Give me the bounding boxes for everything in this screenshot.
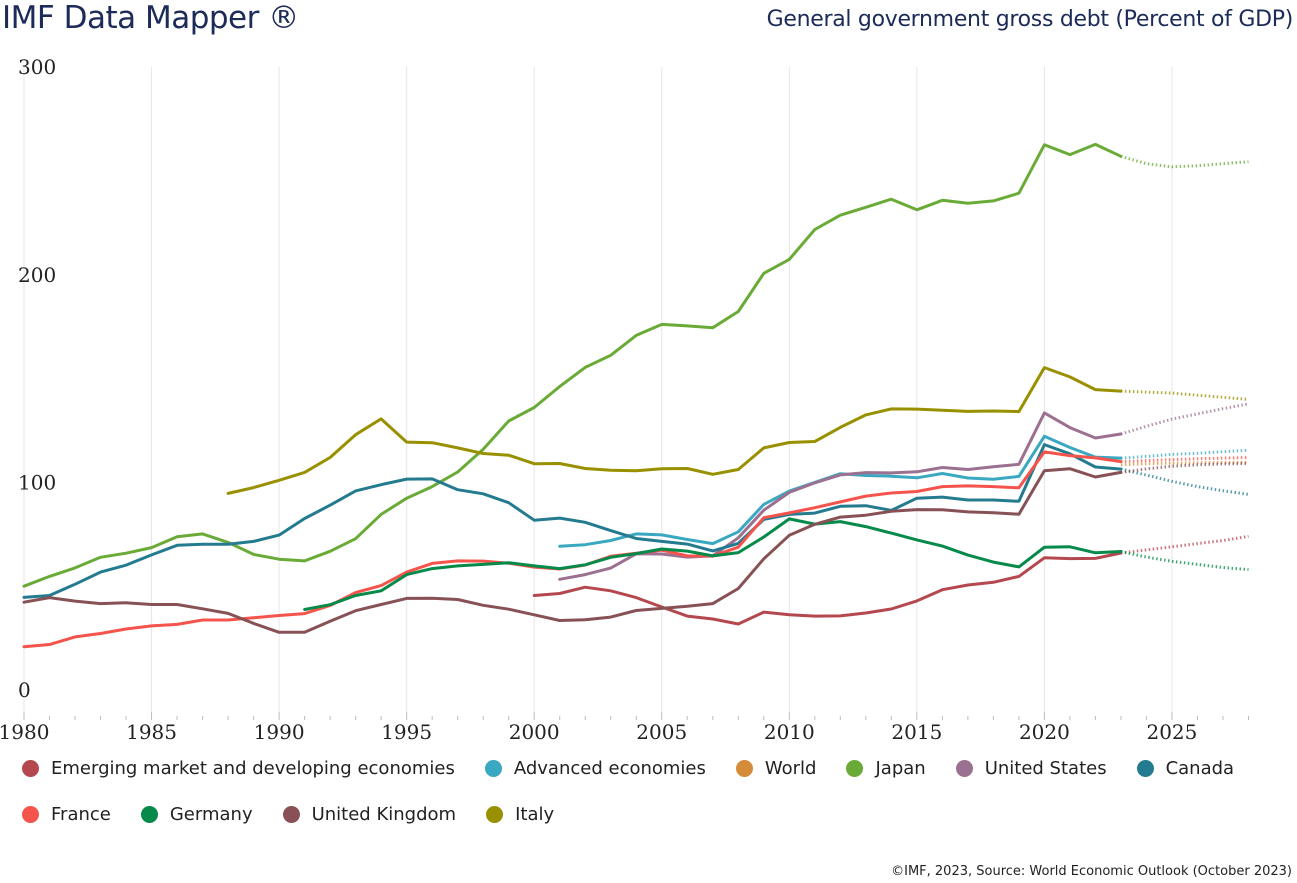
y-axis: 0 100 200 300 [18,55,56,702]
x-tick-label: 2000 [509,720,560,744]
series-line-projection[interactable] [1120,448,1249,460]
legend-dot-icon [955,759,973,777]
series-line-actual[interactable] [22,467,1123,634]
series-japan[interactable] [21,141,1252,589]
series-line-projection[interactable] [1120,154,1249,169]
legend-label: Italy [515,803,555,825]
legend-dot-icon [486,805,504,823]
legend-dot-icon [1136,759,1154,777]
app-title: IMF Data Mapper ® [2,0,299,36]
series-emerging-market-and-developing-economies[interactable] [531,533,1251,627]
x-tick-label: 2005 [636,720,687,744]
x-axis: 1980 1985 1990 1995 2000 2005 2010 2015 2020 2025 [0,712,1249,744]
y-tick-label: 100 [18,470,56,494]
y-tick-label: 200 [18,263,56,287]
legend-row: Emerging market and developing economies… [22,752,1282,784]
x-tick-label: 2025 [1146,720,1197,744]
gridlines [23,67,1173,712]
y-tick-label: 300 [18,55,56,79]
legend-item[interactable]: Canada [1136,757,1235,779]
legend-dot-icon [846,759,864,777]
x-tick-label: 1985 [126,720,177,744]
series-line-projection[interactable] [1120,456,1249,464]
x-tick-label: 2020 [1019,720,1070,744]
series-lines [21,141,1252,650]
legend-item[interactable]: United States [955,757,1107,779]
x-tick-label: 1980 [0,720,49,744]
series-line-actual[interactable] [532,551,1123,626]
legend-item[interactable]: Japan [846,757,926,779]
legend-dot-icon [282,805,300,823]
line-chart: 0 100 200 300 1980 1985 1990 1995 2000 2005 2010 2… [0,55,1252,744]
legend-label: Advanced economies [513,757,706,779]
legend-dot-icon [484,759,502,777]
series-line-actual[interactable] [22,443,1123,599]
source-note: ©IMF, 2023, Source: World Economic Outlo… [891,864,1292,879]
series-line-projection[interactable] [1120,460,1249,467]
series-france[interactable] [21,449,1252,650]
series-line-projection[interactable] [1120,402,1249,436]
series-united-states[interactable] [557,401,1252,582]
legend-item[interactable]: World [735,757,817,779]
legend-label: Japan [875,757,926,779]
legend-label: Germany [169,803,253,825]
legend-dot-icon [735,759,753,777]
legend-label: United Kingdom [311,803,457,825]
y-tick-label: 0 [18,678,31,702]
series-italy[interactable] [225,365,1251,497]
legend-row: France Germany United Kingdom Italy [22,798,1282,830]
legend-item[interactable]: Emerging market and developing economies [22,758,455,779]
series-line-projection[interactable] [1120,534,1249,555]
legend-item[interactable]: France [22,804,111,825]
legend-label: Canada [1165,757,1235,779]
series-line-actual[interactable] [226,366,1123,495]
legend-label: United States [984,757,1107,779]
series-united-kingdom[interactable] [21,461,1252,636]
series-line-projection[interactable] [1120,462,1249,474]
series-line-actual[interactable] [22,450,1123,649]
chart-title: General government gross debt (Percent o… [766,7,1294,32]
x-tick-label: 1990 [254,720,305,744]
series-line-actual[interactable] [22,142,1123,588]
legend-item[interactable]: Advanced economies [484,757,706,779]
legend-item[interactable]: United Kingdom [282,803,457,825]
legend-item[interactable]: Italy [486,804,554,825]
series-world[interactable] [1118,459,1252,468]
legend-label: France [51,803,111,825]
legend-label: Emerging market and developing economies [51,757,455,779]
legend-dot-icon [22,805,39,823]
x-tick-label: 2010 [764,720,815,744]
series-line-actual[interactable] [303,517,1123,611]
x-tick-label: 2015 [891,720,942,744]
series-line-projection[interactable] [1120,467,1249,496]
legend-item[interactable]: Germany [140,803,253,825]
series-line-actual[interactable] [558,434,1123,548]
series-line-actual[interactable] [558,411,1123,581]
series-line-projection[interactable] [1120,550,1249,572]
series-germany[interactable] [302,516,1252,613]
legend-label: World [764,757,817,779]
x-tick-label: 1995 [381,720,432,744]
legend-dot-icon [140,805,158,823]
legend-dot-icon [22,759,39,777]
series-line-projection[interactable] [1120,389,1249,401]
series-canada[interactable] [21,442,1252,601]
legend: Emerging market and developing economies… [22,752,1282,844]
